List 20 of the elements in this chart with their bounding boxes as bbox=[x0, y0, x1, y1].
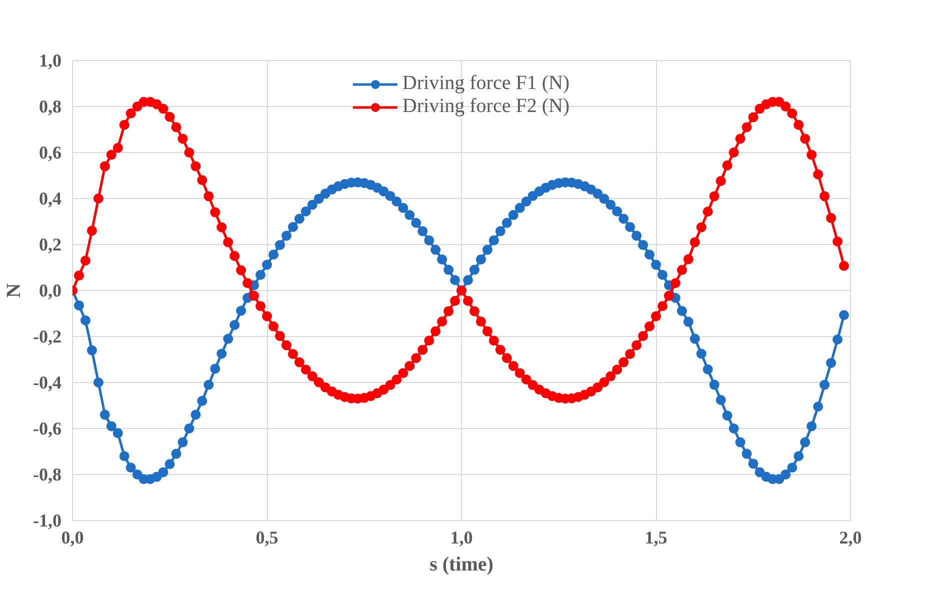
y-tick-label: 1,0 bbox=[39, 50, 62, 70]
y-tick-label: -0,2 bbox=[33, 326, 62, 346]
x-tick-label: 2,0 bbox=[839, 528, 862, 548]
x-axis-title: s (time) bbox=[430, 554, 494, 576]
y-axis-title: N bbox=[3, 282, 26, 298]
y-tick-label: 0,0 bbox=[39, 280, 62, 300]
x-tick-label: 0,0 bbox=[61, 528, 84, 548]
y-tick-label: 0,2 bbox=[39, 234, 62, 254]
y-tick-label: -0,4 bbox=[33, 372, 62, 392]
legend-label: Driving force F1 (N) bbox=[402, 72, 570, 95]
y-tick-label: -1,0 bbox=[33, 510, 62, 530]
x-tick-label: 1,5 bbox=[644, 528, 668, 548]
y-tick-label: 0,4 bbox=[39, 188, 62, 208]
y-tick-label: 0,8 bbox=[39, 96, 62, 116]
x-tick-label: 1,0 bbox=[450, 528, 473, 548]
y-tick-label: -0,8 bbox=[33, 464, 62, 484]
y-tick-label: 0,6 bbox=[39, 142, 62, 162]
x-tick-label: 0,5 bbox=[256, 528, 278, 548]
y-tick-label: -0,6 bbox=[33, 418, 62, 438]
legend-label: Driving force F2 (N) bbox=[402, 95, 570, 118]
